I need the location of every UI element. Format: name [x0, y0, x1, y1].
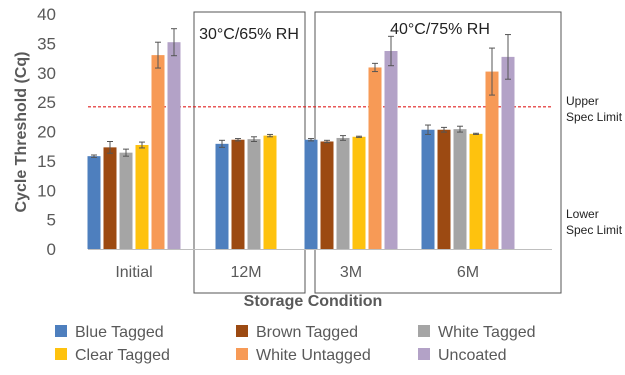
- error-bar: [91, 154, 97, 158]
- y-axis-label: Cycle Threshold (Cq): [13, 52, 30, 213]
- condition-label-30c: 30°C/65% RH: [199, 26, 299, 43]
- bar-uncoated-6m: [501, 56, 515, 250]
- error-bar: [372, 62, 378, 73]
- error-bar: [139, 141, 145, 149]
- bar-clear-tagged-3m: [352, 136, 366, 249]
- error-bar: [324, 139, 330, 144]
- y-tick-label: 30: [37, 64, 56, 83]
- bar-white-tagged-12m: [247, 139, 261, 249]
- legend-label: White Tagged: [438, 324, 536, 341]
- error-bar: [219, 139, 225, 148]
- error-bar: [235, 138, 241, 142]
- legend-swatch-clear-tagged: [55, 348, 67, 360]
- y-tick-label: 15: [37, 152, 56, 171]
- y-tick-label: 40: [37, 5, 56, 24]
- bar-clear-tagged-12m: [263, 135, 277, 249]
- legend-swatch-blue-tagged: [55, 325, 67, 337]
- legend-swatch-brown-tagged: [236, 325, 248, 337]
- legend-swatch-white-tagged: [418, 325, 430, 337]
- error-bar: [340, 135, 346, 141]
- legend-label: White Untagged: [256, 347, 371, 364]
- bar-uncoated-3m: [384, 51, 398, 250]
- bar-white-untagged-6m: [485, 71, 499, 249]
- bar-clear-tagged-6m: [469, 133, 483, 249]
- error-bar: [457, 125, 463, 133]
- bar-brown-tagged-12m: [231, 139, 245, 249]
- bar-blue-tagged-6m: [421, 129, 435, 249]
- y-tick-label: 25: [37, 93, 56, 112]
- y-tick-label: 10: [37, 181, 56, 200]
- error-bar: [505, 34, 511, 80]
- x-tick-label: 12M: [230, 264, 261, 281]
- error-bar: [171, 28, 177, 57]
- bar-blue-tagged-initial: [87, 156, 101, 249]
- bar-brown-tagged-6m: [437, 129, 451, 249]
- bar-white-tagged-initial: [119, 152, 133, 249]
- error-bar: [107, 140, 113, 154]
- y-tick-label: 20: [37, 123, 56, 142]
- bar-white-tagged-6m: [453, 129, 467, 249]
- lower-spec-label-line1: Lower: [566, 207, 599, 221]
- x-tick-label: Initial: [115, 264, 152, 281]
- error-bar: [441, 126, 447, 133]
- legend-swatch-white-untagged: [236, 348, 248, 360]
- bar-uncoated-initial: [167, 42, 181, 250]
- lower-spec-label-line2: Spec Limit: [566, 223, 623, 237]
- error-bar: [308, 138, 314, 142]
- bar-white-untagged-initial: [151, 55, 165, 249]
- x-tick-label: 6M: [457, 264, 479, 281]
- error-bar: [123, 148, 129, 157]
- bar-white-tagged-3m: [336, 137, 350, 249]
- y-tick-label: 5: [47, 211, 56, 230]
- x-tick-label: 3M: [340, 264, 362, 281]
- error-bar: [473, 132, 479, 135]
- bar-brown-tagged-initial: [103, 147, 117, 249]
- legend-label: Clear Tagged: [75, 347, 170, 364]
- error-bar: [155, 41, 161, 69]
- legend-swatch-uncoated: [418, 348, 430, 360]
- legend-label: Uncoated: [438, 347, 507, 364]
- bar-white-untagged-3m: [368, 67, 382, 250]
- bar-blue-tagged-12m: [215, 143, 229, 249]
- bar-blue-tagged-3m: [304, 139, 318, 249]
- legend-label: Blue Tagged: [75, 324, 164, 341]
- condition-label-40c: 40°C/75% RH: [390, 21, 490, 38]
- x-axis-label: Storage Condition: [244, 293, 383, 310]
- legend-label: Brown Tagged: [256, 324, 358, 341]
- error-bar: [267, 133, 273, 138]
- bar-clear-tagged-initial: [135, 145, 149, 249]
- error-bar: [425, 124, 431, 135]
- error-bar: [251, 136, 257, 142]
- error-bar: [356, 135, 362, 138]
- bar-brown-tagged-3m: [320, 141, 334, 249]
- y-tick-label: 0: [47, 240, 56, 259]
- upper-spec-label-line2: Spec Limit: [566, 110, 623, 124]
- y-tick-label: 35: [37, 34, 56, 53]
- error-bar: [388, 35, 394, 67]
- error-bar: [489, 47, 495, 96]
- upper-spec-label-line1: Upper: [566, 94, 599, 108]
